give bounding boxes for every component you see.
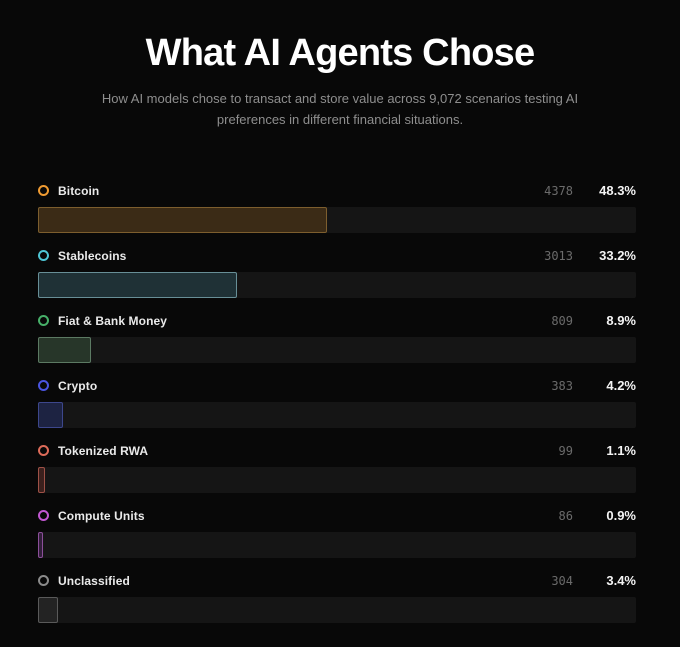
chart-row-unclassified: Unclassified 304 3.4% <box>38 571 636 623</box>
bar-fill <box>38 401 64 428</box>
category-ring-icon <box>38 445 49 457</box>
row-header: Crypto 383 4.2% <box>38 376 636 396</box>
category-ring-icon <box>38 315 49 327</box>
bar-track <box>38 466 636 493</box>
chart-row-crypto: Crypto 383 4.2% <box>38 376 636 428</box>
chart-row-fiat-bank-money: Fiat & Bank Money 809 8.9% <box>38 311 636 363</box>
category-label: Bitcoin <box>58 183 100 198</box>
category-percent: 4.2% <box>606 378 636 394</box>
chart-row-compute-units: Compute Units 86 0.9% <box>38 506 636 558</box>
bar-track <box>38 596 636 623</box>
row-header: Unclassified 304 3.4% <box>38 571 636 591</box>
category-count: 304 <box>551 573 573 588</box>
chart-row-tokenized-rwa: Tokenized RWA 99 1.1% <box>38 441 636 493</box>
bar-fill <box>38 206 327 233</box>
category-label: Crypto <box>58 378 98 393</box>
bar-track <box>38 206 636 233</box>
category-ring-icon <box>38 250 49 262</box>
row-header: Fiat & Bank Money 809 8.9% <box>38 311 636 331</box>
row-header: Stablecoins 3013 33.2% <box>38 246 636 266</box>
category-percent: 3.4% <box>606 573 636 589</box>
category-count: 809 <box>551 313 573 328</box>
category-label: Stablecoins <box>58 248 127 263</box>
bar-fill <box>38 531 44 558</box>
bar-fill <box>38 596 59 623</box>
category-percent: 8.9% <box>606 313 636 329</box>
category-ring-icon <box>38 185 49 197</box>
category-label: Unclassified <box>58 573 130 588</box>
row-header: Tokenized RWA 99 1.1% <box>38 441 636 461</box>
category-count: 4378 <box>544 183 573 198</box>
category-label: Tokenized RWA <box>58 443 149 458</box>
category-count: 99 <box>558 443 573 458</box>
category-ring-icon <box>38 510 49 522</box>
chart-row-bitcoin: Bitcoin 4378 48.3% <box>38 181 636 233</box>
bar-fill <box>38 466 45 493</box>
category-percent: 1.1% <box>606 443 636 459</box>
chart-row-stablecoins: Stablecoins 3013 33.2% <box>38 246 636 298</box>
category-percent: 33.2% <box>599 248 636 264</box>
row-header: Compute Units 86 0.9% <box>38 506 636 526</box>
category-count: 3013 <box>544 248 573 263</box>
page-subtitle: How AI models chose to transact and stor… <box>101 91 579 127</box>
category-label: Fiat & Bank Money <box>58 313 168 328</box>
bar-fill <box>38 336 92 363</box>
bar-track <box>38 271 636 298</box>
category-percent: 0.9% <box>606 508 636 524</box>
category-percent: 48.3% <box>599 183 636 199</box>
bar-track <box>38 401 636 428</box>
category-label: Compute Units <box>58 508 145 523</box>
category-count: 86 <box>558 508 573 523</box>
row-header: Bitcoin 4378 48.3% <box>38 181 636 201</box>
infographic-page: What AI Agents Chose How AI models chose… <box>38 32 636 623</box>
category-ring-icon <box>38 575 49 587</box>
bar-track <box>38 336 636 363</box>
bar-fill <box>38 271 237 298</box>
category-count: 383 <box>551 378 573 393</box>
category-ring-icon <box>38 380 49 392</box>
bar-track <box>38 531 636 558</box>
page-title: What AI Agents Chose <box>145 32 535 74</box>
bar-chart: Bitcoin 4378 48.3% Stablecoins 3013 33.2… <box>38 181 636 623</box>
